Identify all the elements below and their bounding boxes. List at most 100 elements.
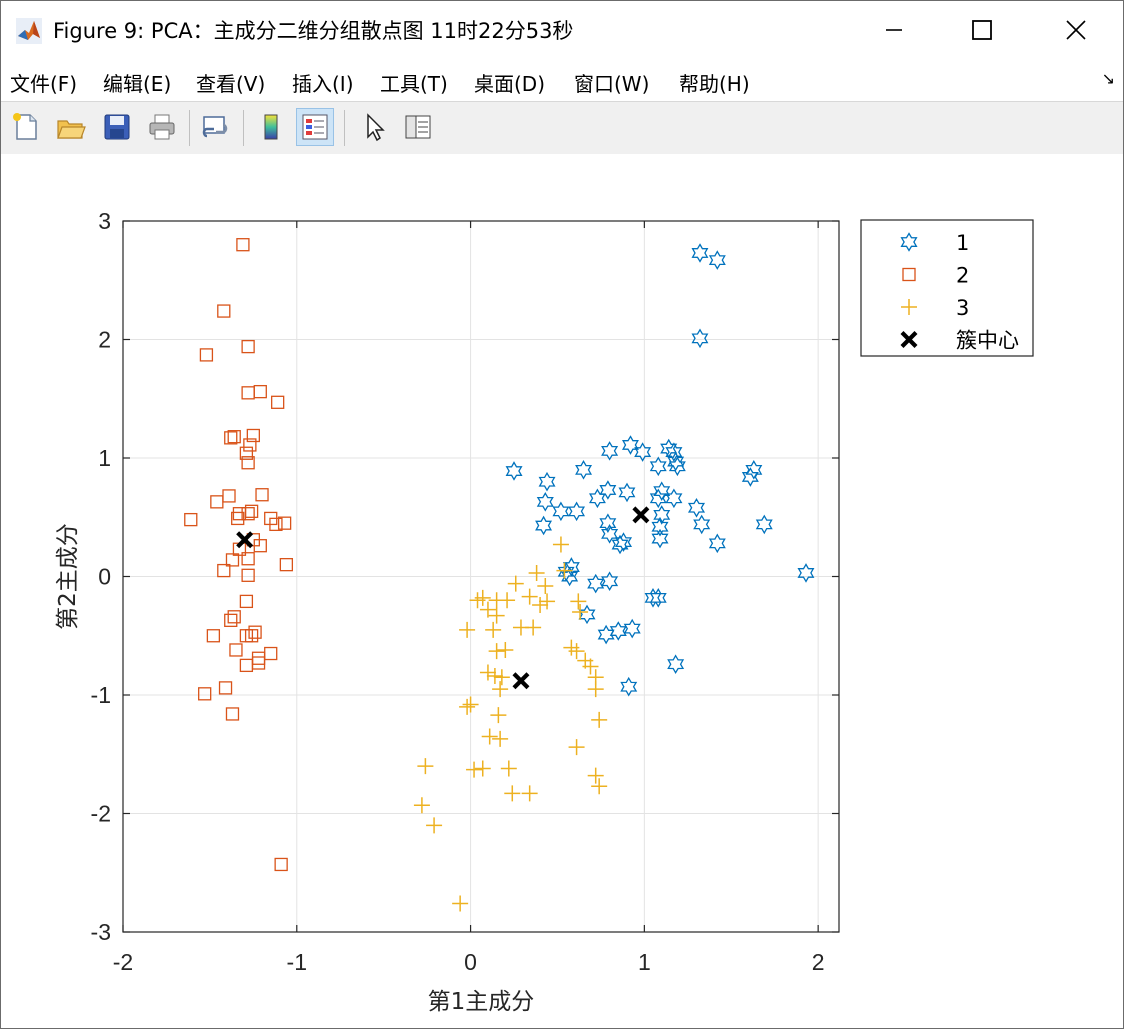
- data-point: [755, 514, 773, 535]
- data-point: [474, 760, 491, 777]
- matlab-logo-icon: [16, 18, 42, 44]
- data-point: [667, 654, 685, 674]
- data-point: [665, 442, 683, 462]
- data-point: [634, 442, 652, 462]
- data-point: [651, 528, 669, 549]
- data-point: [251, 656, 266, 670]
- data-point: [601, 571, 619, 591]
- data-point: [232, 507, 247, 521]
- maximize-button[interactable]: [959, 9, 1005, 51]
- print-button[interactable]: [143, 108, 181, 146]
- data-point: [241, 456, 255, 470]
- data-point: [651, 516, 669, 537]
- data-point: [227, 430, 241, 444]
- data-point: [241, 339, 255, 354]
- data-point: [239, 594, 254, 609]
- colorbar-icon: [264, 114, 278, 140]
- data-point: [224, 613, 238, 627]
- data-point: [417, 758, 434, 775]
- data-point: [507, 575, 524, 592]
- data-point: [572, 604, 589, 621]
- menu-view[interactable]: 查看(V): [196, 72, 266, 96]
- data-point: [271, 395, 285, 409]
- data-point: [582, 658, 599, 675]
- figure-canvas: -2 -1 0 1 2 -3 -2 -1 0 1 2 3 第1主成分 第2主成分 1 2 3 簇中心: [1, 154, 1123, 1028]
- data-point: [591, 778, 608, 795]
- menu-bar: 文件(F) 编辑(E) 查看(V) 插入(I) 工具(T) 桌面(D) 窗口(W…: [1, 63, 1123, 99]
- data-point: [184, 512, 198, 527]
- legend-button[interactable]: [296, 108, 334, 146]
- data-point: [426, 817, 443, 834]
- menu-desktop[interactable]: 桌面(D): [474, 72, 546, 96]
- toolbar-separator: [344, 110, 345, 146]
- centroid-marker: [236, 531, 254, 549]
- data-point: [246, 428, 260, 443]
- data-point: [274, 857, 288, 872]
- data-point: [488, 607, 505, 624]
- data-point: [691, 243, 709, 263]
- series-1-points: [505, 243, 815, 697]
- data-point: [504, 785, 521, 802]
- link-plot-button[interactable]: [196, 108, 234, 146]
- data-point: [537, 577, 554, 594]
- data-point: [556, 562, 573, 579]
- data-point: [264, 646, 278, 661]
- data-point: [587, 573, 605, 594]
- data-point: [708, 250, 726, 270]
- data-point: [466, 761, 483, 778]
- x-tick-label: 1: [638, 949, 651, 975]
- pointer-button[interactable]: [355, 108, 393, 146]
- legend[interactable]: 1 2 3 簇中心: [860, 219, 1034, 357]
- data-point: [492, 681, 509, 698]
- data-point: [269, 517, 283, 532]
- data-point: [623, 618, 641, 639]
- data-point: [239, 658, 254, 673]
- data-point: [210, 495, 224, 509]
- data-point: [236, 238, 250, 252]
- data-point: [568, 643, 585, 660]
- data-point: [668, 456, 686, 477]
- data-point: [528, 564, 545, 581]
- menu-tools[interactable]: 工具(T): [380, 72, 448, 96]
- data-point: [578, 604, 596, 625]
- menu-edit[interactable]: 编辑(E): [103, 72, 172, 96]
- property-inspector-button[interactable]: [399, 108, 437, 146]
- data-point: [479, 601, 496, 618]
- minimize-button[interactable]: [871, 9, 917, 51]
- menu-overflow-icon[interactable]: ↘: [1101, 69, 1115, 88]
- legend-box: [860, 219, 1034, 357]
- data-point: [552, 536, 569, 553]
- menu-insert[interactable]: 插入(I): [292, 72, 354, 96]
- data-point: [535, 515, 553, 536]
- data-point: [521, 785, 538, 802]
- data-point: [225, 553, 240, 567]
- menu-window[interactable]: 窗口(W): [574, 72, 650, 96]
- menu-help[interactable]: 帮助(H): [679, 72, 750, 96]
- data-point: [199, 348, 214, 362]
- data-point: [248, 625, 262, 639]
- title-bar[interactable]: Figure 9: PCA：主成分二维分组散点图 11时22分53秒: [1, 1, 1123, 59]
- data-point: [525, 619, 542, 636]
- data-point: [198, 687, 212, 701]
- colorbar-button[interactable]: [252, 108, 290, 146]
- new-figure-button[interactable]: [7, 108, 45, 146]
- data-point: [521, 588, 538, 605]
- save-button[interactable]: [98, 108, 136, 146]
- x-tick-label: 0: [464, 949, 477, 975]
- menu-file[interactable]: 文件(F): [10, 72, 78, 96]
- close-button[interactable]: [1053, 9, 1099, 51]
- data-point: [206, 629, 221, 643]
- data-point: [667, 451, 685, 472]
- data-point: [649, 488, 667, 509]
- data-point: [599, 513, 617, 534]
- data-point: [587, 681, 604, 698]
- data-point: [693, 514, 711, 535]
- data-point: [591, 711, 608, 728]
- open-file-button[interactable]: [52, 108, 90, 146]
- data-point: [797, 563, 815, 583]
- data-point: [218, 681, 233, 695]
- data-point: [239, 446, 254, 460]
- x-tick-label: -1: [287, 949, 307, 975]
- data-point: [539, 593, 556, 610]
